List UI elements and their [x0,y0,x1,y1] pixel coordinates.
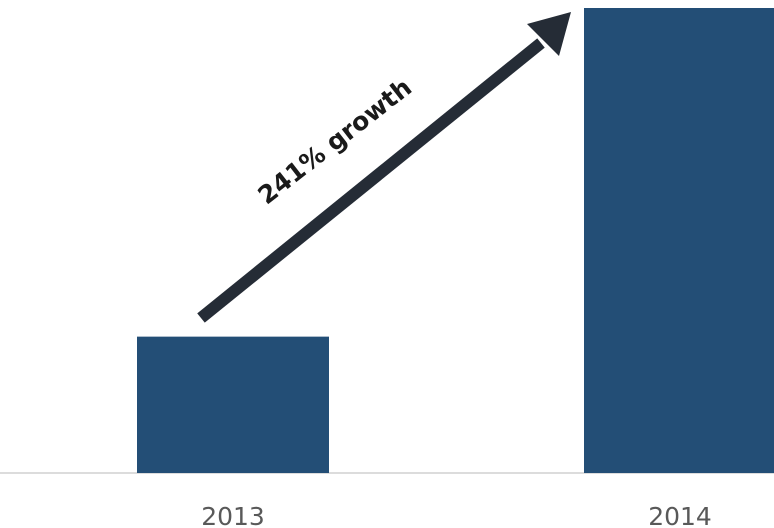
bars-group [137,8,774,473]
growth-annotation: 241% growth [197,12,571,323]
x-tick-label-2014: 2014 [648,502,712,528]
x-tick-labels: 2013 2014 [201,502,712,528]
bar-2014 [584,8,774,473]
growth-arrow-shaft [197,38,545,323]
x-tick-label-2013: 2013 [201,502,265,528]
growth-annotation-label: 241% growth [252,73,417,210]
bar-2013 [137,336,329,473]
growth-arrow-head [527,12,571,56]
